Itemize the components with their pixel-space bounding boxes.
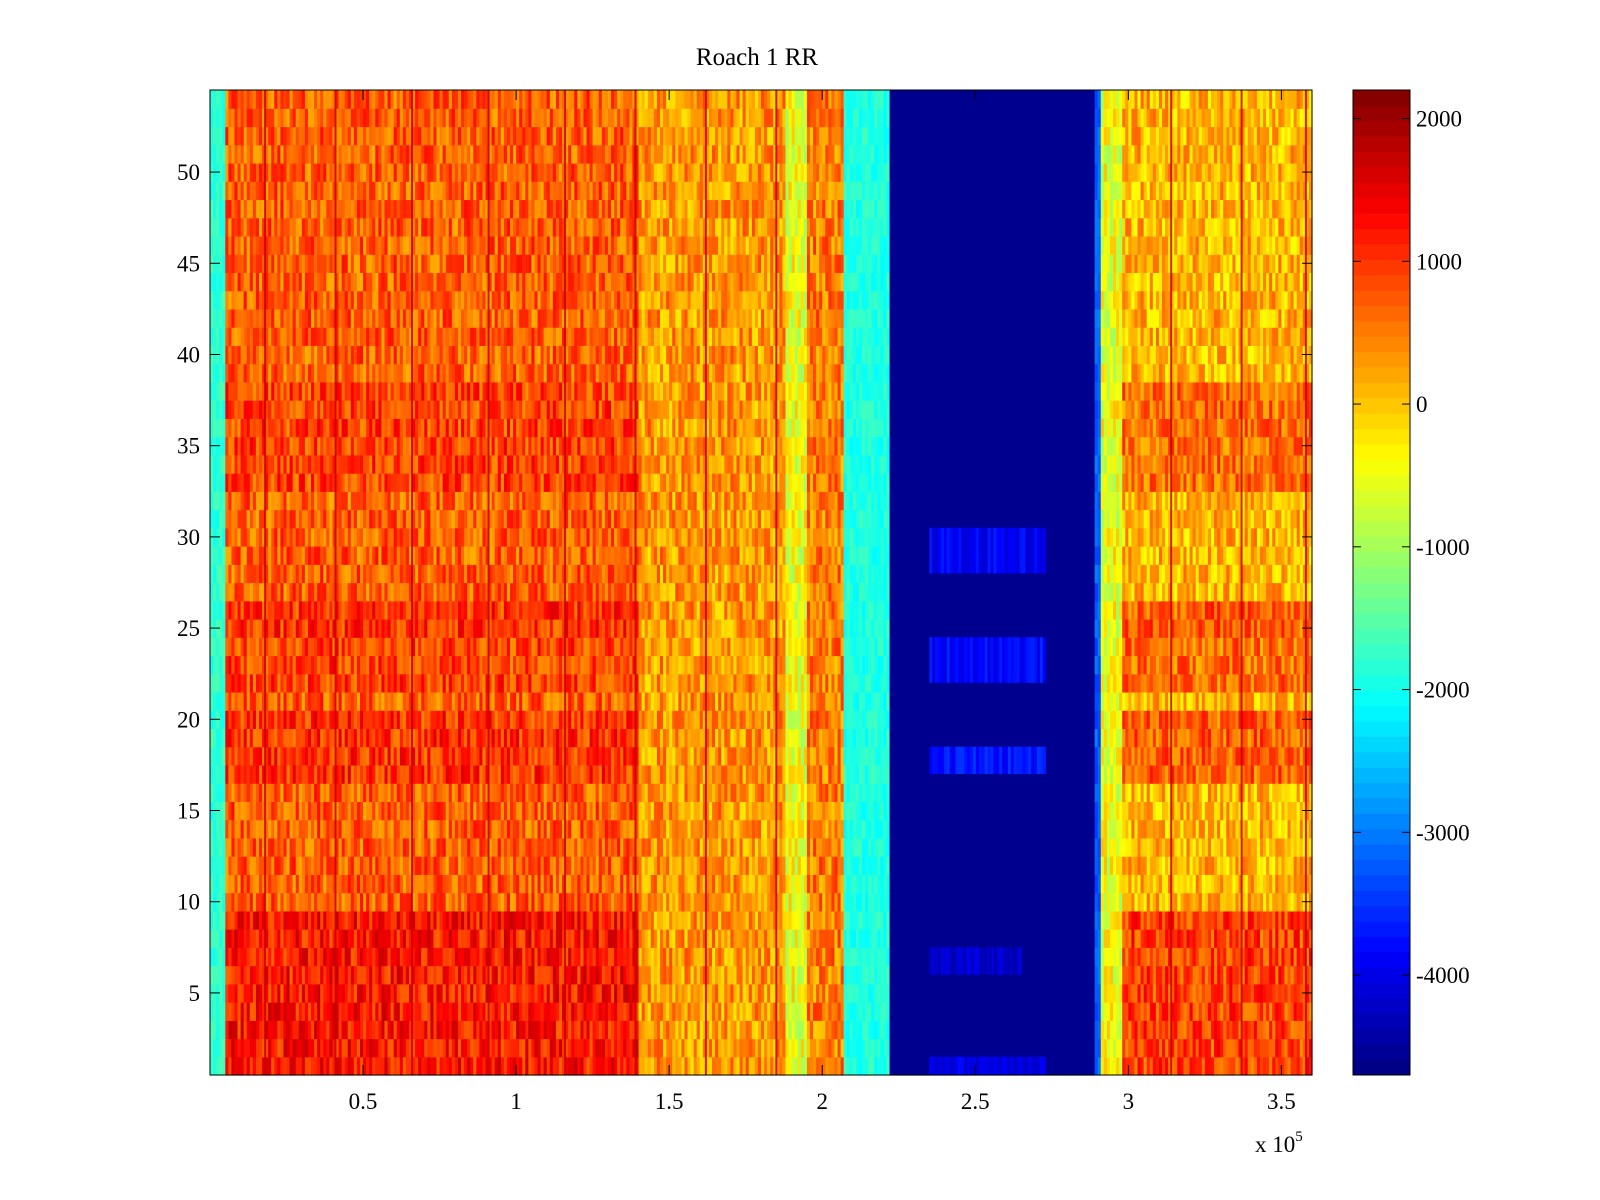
heatmap-figure: Roach 1 RR 0.5 1 1.5 2 2.5 3 3.5 5101520253035… xyxy=(0,0,1600,1200)
chart-title: Roach 1 RR xyxy=(696,44,819,71)
heatmap-area xyxy=(210,90,1313,1076)
